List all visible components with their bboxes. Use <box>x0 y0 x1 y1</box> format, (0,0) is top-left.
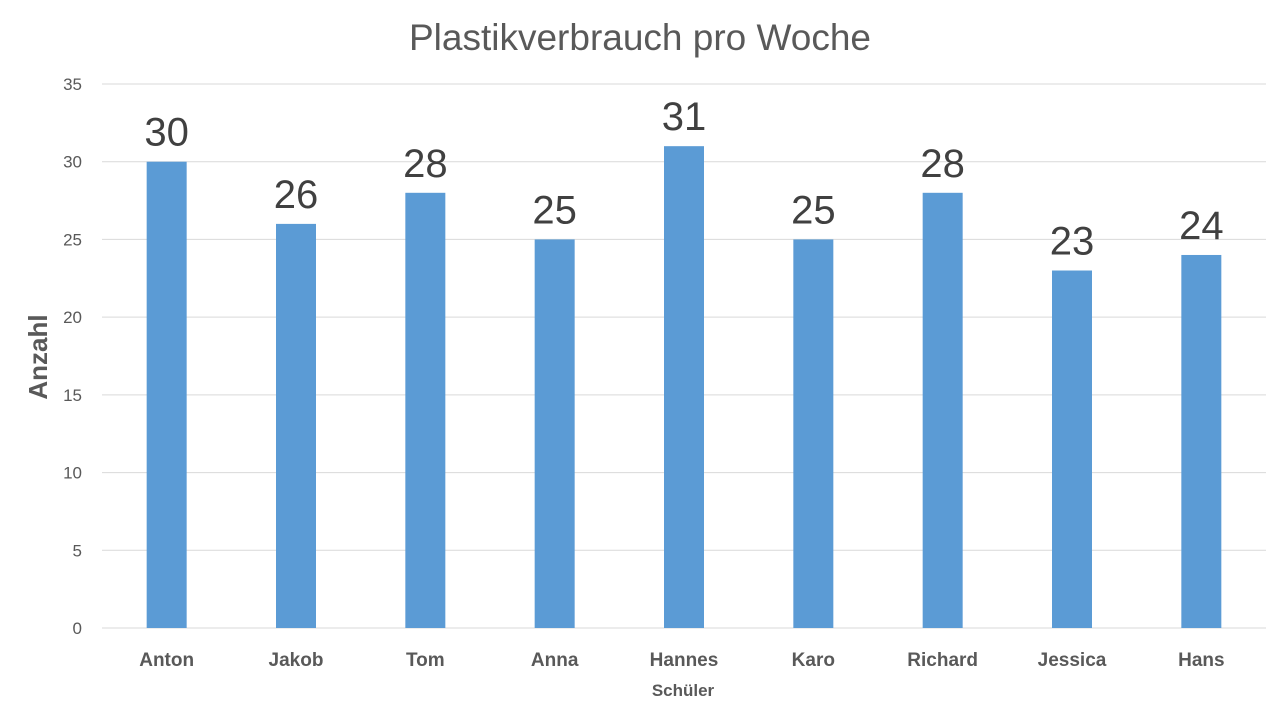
x-axis-label: Schüler <box>652 681 715 700</box>
y-tick-label: 0 <box>73 619 82 638</box>
y-tick-label: 20 <box>63 308 82 327</box>
x-tick-label: Richard <box>907 650 978 671</box>
bar-anna <box>534 239 575 628</box>
x-tick-label: Hans <box>1178 650 1224 671</box>
y-tick-label: 15 <box>63 386 82 405</box>
chart-title: Plastikverbrauch pro Woche <box>409 17 871 58</box>
y-tick-label: 5 <box>73 541 82 560</box>
data-label: 24 <box>1179 204 1224 248</box>
y-tick-label: 25 <box>63 230 82 249</box>
data-label: 25 <box>532 188 577 232</box>
y-axis-ticks: 0 5 10 15 20 25 30 35 <box>63 75 82 638</box>
data-labels: 30 26 28 25 31 25 28 23 24 <box>144 95 1223 263</box>
bar-hannes <box>664 146 704 628</box>
data-label: 28 <box>920 142 965 186</box>
x-axis-ticks: Anton Jakob Tom Anna Hannes Karo Richard Jessic… <box>139 650 1224 671</box>
data-label: 25 <box>791 188 836 232</box>
x-tick-label: Jessica <box>1038 650 1107 671</box>
x-tick-label: Anton <box>139 650 194 671</box>
y-tick-label: 30 <box>63 153 82 172</box>
y-tick-label: 10 <box>63 464 82 483</box>
x-tick-label: Karo <box>792 650 835 671</box>
data-label: 28 <box>403 142 448 186</box>
bar-tom <box>405 192 446 629</box>
y-tick-label: 35 <box>63 75 82 94</box>
bar-richard <box>922 192 963 629</box>
bars <box>146 146 1222 629</box>
data-label: 26 <box>274 173 319 217</box>
bar-anton <box>146 161 187 628</box>
x-tick-label: Tom <box>406 650 445 671</box>
bar-hans <box>1181 254 1222 628</box>
data-label: 30 <box>144 111 189 155</box>
data-label: 31 <box>662 95 707 139</box>
y-axis-label: Anzahl <box>23 314 53 399</box>
bar-karo <box>793 239 834 628</box>
data-label: 23 <box>1050 220 1095 264</box>
x-tick-label: Jakob <box>269 650 324 671</box>
x-tick-label: Hannes <box>650 650 719 671</box>
x-tick-label: Anna <box>531 650 579 671</box>
bar-jakob <box>276 223 316 628</box>
bar-jessica <box>1052 270 1092 628</box>
